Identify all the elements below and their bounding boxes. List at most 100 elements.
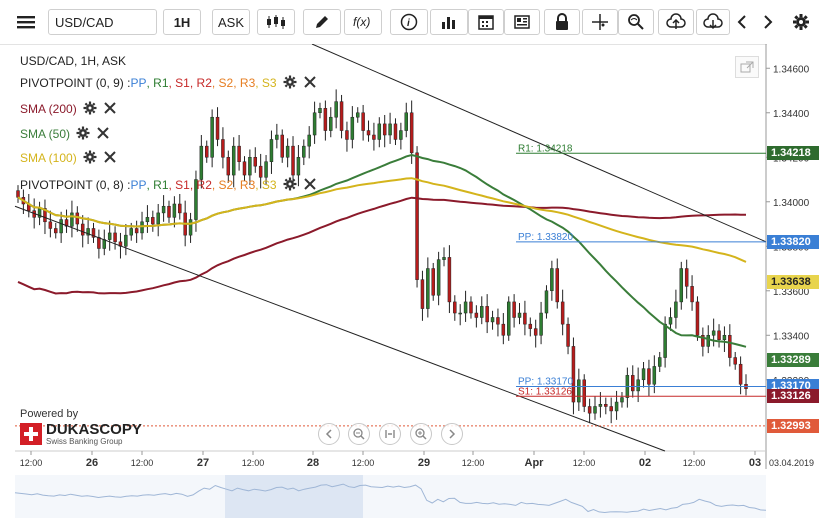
volume-button[interactable] — [430, 9, 468, 35]
zoom-out-button[interactable] — [348, 423, 370, 445]
scroll-right-button[interactable] — [756, 9, 780, 35]
pivot-part-label: , S2 — [211, 178, 234, 192]
calendar-button[interactable] — [468, 9, 504, 35]
chart-type-button[interactable] — [257, 9, 295, 35]
candle-body — [517, 312, 522, 318]
candle-body — [614, 401, 619, 412]
newspaper-icon — [514, 15, 530, 29]
candle-body — [663, 323, 667, 358]
settings-button[interactable] — [788, 9, 814, 35]
candle-body — [237, 145, 241, 162]
indicator-row[interactable]: SMA (50) — [20, 126, 110, 142]
pencil-icon — [316, 16, 328, 28]
scroll-forward-button[interactable] — [441, 423, 463, 445]
candle-body — [620, 397, 624, 403]
indicators-button[interactable]: f(x) — [344, 9, 382, 35]
draw-tool-button[interactable] — [303, 9, 341, 35]
price-chart[interactable]: 1.346001.344001.342001.340001.338001.336… — [0, 43, 819, 518]
pivot-part-label: , S3 — [255, 178, 277, 192]
news-button[interactable] — [504, 9, 540, 35]
indicator-row[interactable]: SMA (100) — [20, 150, 117, 166]
upload-button[interactable] — [658, 9, 694, 35]
indicator-row[interactable]: PIVOTPOINT (0, 9) : PP, R1, S1, R2, S2, … — [20, 75, 317, 91]
calendar-icon — [478, 15, 494, 30]
candle-body — [307, 134, 311, 147]
close-icon[interactable] — [103, 101, 117, 115]
chevron-right-icon — [764, 15, 773, 29]
toolbar: USD/CAD 1H ASK f(x) i — [0, 0, 819, 45]
close-icon[interactable] — [103, 150, 117, 164]
candle-body — [528, 323, 533, 329]
scroll-left-button[interactable] — [730, 9, 754, 35]
time-tick-label: 12:00 — [462, 458, 485, 468]
candle-body — [75, 212, 80, 225]
candle-body — [134, 228, 139, 234]
candle-body — [496, 317, 500, 325]
zoom-button[interactable] — [618, 9, 654, 35]
candle-body — [609, 406, 613, 412]
candle-body — [377, 123, 382, 140]
gear-icon[interactable] — [83, 150, 97, 164]
candle-body — [59, 219, 63, 234]
chevron-right-icon — [449, 429, 456, 439]
side-selector[interactable]: ASK — [212, 9, 250, 35]
time-tick-label: 02 — [639, 457, 651, 469]
price-tag: 1.34218 — [767, 146, 819, 161]
popout-button[interactable] — [735, 56, 759, 78]
candle-body — [690, 286, 694, 303]
gear-icon[interactable] — [283, 177, 297, 191]
crosshair-button[interactable] — [582, 9, 618, 35]
indicator-row[interactable]: SMA (200) — [20, 101, 117, 117]
candle-body — [393, 123, 398, 140]
candle-body — [382, 123, 387, 136]
gear-icon[interactable] — [83, 101, 97, 115]
candle-body — [97, 237, 101, 249]
candle-body — [523, 312, 527, 325]
candle-body — [156, 212, 160, 225]
indicator-row[interactable]: PIVOTPOINT (0, 8) : PP, R1, S1, R2, S2, … — [20, 177, 317, 193]
candle-body — [215, 116, 220, 140]
time-tick-label: 12:00 — [242, 458, 265, 468]
candle-body — [140, 221, 144, 234]
fit-button[interactable] — [379, 423, 401, 445]
time-tick-label: 12:00 — [573, 458, 596, 468]
candle-body — [205, 145, 209, 158]
candle-body — [43, 208, 47, 223]
candle-body — [506, 301, 511, 336]
candle-body — [167, 205, 171, 218]
close-icon[interactable] — [96, 126, 110, 140]
close-icon[interactable] — [303, 75, 317, 89]
gear-icon[interactable] — [283, 75, 297, 89]
close-icon[interactable] — [303, 177, 317, 191]
candle-body — [431, 268, 435, 296]
candle-body — [571, 346, 576, 403]
scroll-back-button[interactable] — [318, 423, 340, 445]
candle-body — [442, 257, 446, 260]
chevron-left-icon — [737, 15, 746, 29]
candle-body — [366, 130, 371, 136]
indicator-name: PIVOTPOINT (0, 9) : — [20, 76, 131, 90]
lock-button[interactable] — [544, 9, 580, 35]
indicator-name: SMA (200) — [20, 102, 77, 116]
candle-body — [269, 139, 274, 162]
info-button[interactable]: i — [390, 9, 428, 35]
menu-button[interactable] — [10, 9, 44, 35]
zoom-in-button[interactable] — [410, 423, 432, 445]
popout-icon — [740, 61, 754, 73]
sma-200-line — [17, 196, 747, 295]
candle-body — [652, 366, 657, 385]
instrument-label: USD/CAD — [55, 14, 114, 30]
candle-body — [48, 221, 53, 229]
instrument-selector[interactable]: USD/CAD — [48, 9, 157, 35]
gear-icon[interactable] — [76, 126, 90, 140]
chart-area[interactable]: 1.346001.344001.342001.340001.338001.336… — [0, 43, 819, 518]
gear-icon — [793, 14, 809, 30]
period-selector[interactable]: 1H — [163, 9, 201, 35]
download-button[interactable] — [696, 9, 730, 35]
navigator-window — [225, 475, 363, 518]
powered-by-text: Powered by — [20, 408, 79, 420]
candle-body — [345, 130, 349, 140]
candle-body — [248, 157, 252, 176]
candle-body — [636, 379, 640, 392]
candle-body — [711, 330, 716, 336]
